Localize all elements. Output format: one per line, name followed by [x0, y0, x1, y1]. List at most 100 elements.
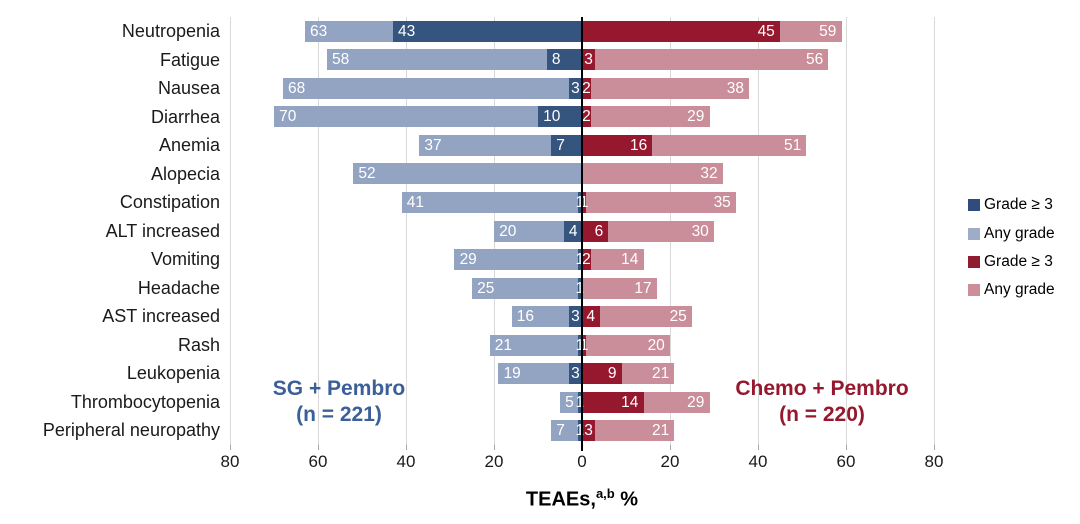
bar-left-overlay — [568, 306, 582, 328]
bar-value-label: 37 — [424, 136, 442, 154]
bar-value-label: 25 — [669, 308, 687, 326]
bar-right-overlay — [582, 191, 587, 213]
bar-value-label: 20 — [647, 336, 665, 354]
bar-right-overlay — [582, 106, 591, 128]
category-label: AST increased — [102, 306, 220, 327]
gridline — [758, 17, 759, 445]
bar-right-overlay — [582, 220, 609, 242]
legend-swatch-icon — [968, 255, 980, 268]
x-axis-tick-label: 0 — [577, 452, 587, 471]
bar-value-label: 10 — [543, 108, 561, 126]
bar-right-base — [582, 77, 750, 99]
bar-value-label: 58 — [331, 51, 350, 69]
bar-left-base — [560, 391, 582, 413]
axis-tick-mark — [230, 445, 231, 450]
category-label: Leukopenia — [126, 363, 220, 384]
bar-right-base — [582, 306, 692, 328]
bar-value-label: 32 — [700, 165, 718, 183]
bar-value-label: 16 — [516, 308, 535, 326]
x-axis-tick-label: 60 — [836, 452, 856, 471]
bar-left-overlay — [577, 249, 582, 271]
category-label: ALT increased — [105, 220, 220, 241]
bar-value-label: 19 — [503, 365, 521, 383]
bar-value-label: 45 — [757, 22, 775, 40]
bar-left-overlay — [577, 277, 582, 299]
category-label: Neutropenia — [121, 21, 220, 41]
bar-value-label: 3 — [584, 422, 593, 440]
bar-left-overlay — [551, 134, 582, 156]
bar-value-label: 21 — [651, 422, 670, 440]
bar-value-label: 1 — [579, 193, 589, 211]
x-axis-tick-label: 20 — [660, 452, 680, 471]
gridline — [230, 17, 231, 445]
bar-value-label: 4 — [568, 222, 578, 240]
legend-label: Any grade — [984, 281, 1055, 299]
bar-value-label: 35 — [713, 193, 731, 211]
legend-swatch-icon — [968, 227, 980, 240]
axis-tick-mark — [494, 445, 495, 450]
axis-tick-mark — [758, 445, 759, 450]
bar-left-overlay — [577, 391, 582, 413]
axis-tick-mark — [406, 445, 407, 450]
bar-right-overlay — [582, 420, 596, 442]
x-axis-tick-label: 40 — [396, 452, 416, 471]
legend-label: Grade ≥ 3 — [984, 196, 1053, 214]
bar-left-base — [274, 106, 582, 128]
bar-value-label: 2 — [582, 79, 591, 97]
legend-item: Any grade — [968, 219, 1055, 247]
bar-right-overlay — [582, 20, 780, 42]
axis-tick-mark — [846, 445, 847, 450]
x-axis-tick-label: 40 — [748, 452, 768, 471]
bar-value-label: 8 — [551, 51, 561, 69]
gridline — [318, 17, 319, 445]
x-axis-tick-labels: 80 60 40 20 0 20 40 60 80 — [221, 452, 944, 474]
bar-left-base — [498, 363, 582, 385]
plot-area: 63 58 68 70 37 52 41 20 29 25 16 21 19 5 7 59 56 38 29 51 32… — [230, 17, 935, 451]
bar-value-label: 25 — [477, 279, 495, 297]
gridline — [846, 17, 847, 445]
axis-tick-mark — [318, 445, 319, 450]
bar-right-overlay — [582, 134, 653, 156]
bar-right-base — [582, 163, 723, 185]
bar-right-base — [582, 420, 675, 442]
bar-value-label: 14 — [621, 393, 639, 411]
bar-value-label: 29 — [687, 108, 705, 126]
bar-value-label: 6 — [594, 222, 604, 240]
bar-value-label: 29 — [687, 393, 705, 411]
group-n: (n = 221) — [296, 403, 382, 426]
legend-label: Grade ≥ 3 — [984, 252, 1053, 270]
bar-value-label: 14 — [621, 251, 639, 269]
bar-value-label: 1 — [579, 336, 589, 354]
x-axis-tick-label: 20 — [484, 452, 504, 471]
bar-value-label: 3 — [571, 79, 580, 97]
bar-value-label: 63 — [309, 22, 328, 40]
bar-left-base — [551, 420, 582, 442]
legend-item: Grade ≥ 3 — [968, 248, 1055, 276]
bar-value-label: 41 — [406, 193, 425, 211]
bar-right-overlay — [582, 49, 596, 71]
x-axis-tick-label: 80 — [924, 452, 944, 471]
bar-value-label: 1 — [575, 193, 585, 211]
category-label: Vomiting — [150, 249, 220, 270]
bar-value-label: 21 — [651, 365, 670, 383]
group-annotation-sg-pembro: SG + Pembro (n = 221) — [273, 376, 405, 428]
bar-left-overlay — [538, 106, 582, 128]
bar-value-label: 20 — [499, 222, 517, 240]
bar-right-base — [582, 191, 736, 213]
bar-left-base — [454, 249, 582, 271]
axis-tick-mark — [670, 445, 671, 450]
bar-value-label: 1 — [575, 251, 585, 269]
category-label: Thrombocytopenia — [70, 391, 220, 412]
bar-value-label: 9 — [607, 365, 617, 383]
bar-left-base — [511, 306, 582, 328]
category-label: Headache — [137, 277, 220, 298]
legend-swatch-icon — [968, 284, 980, 297]
bar-right-overlay — [582, 391, 644, 413]
bar-value-label: 2 — [582, 108, 591, 126]
x-axis-title-suffix: % — [614, 488, 639, 511]
x-axis-title: TEAEs,a,b % — [230, 486, 934, 512]
bar-right-base — [582, 249, 644, 271]
legend-item: Grade ≥ 3 — [968, 191, 1055, 219]
bar-left-overlay — [577, 334, 582, 356]
